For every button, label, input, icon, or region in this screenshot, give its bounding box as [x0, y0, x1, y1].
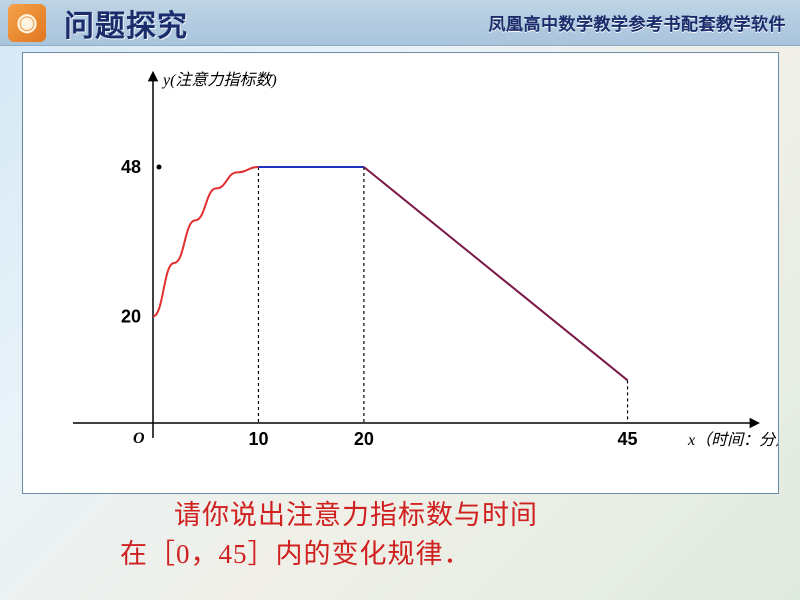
x-axis-label: x（时间：分）	[687, 431, 778, 449]
series-decline	[364, 167, 628, 380]
series-rising-curve	[153, 167, 258, 316]
y-tick-label: 20	[121, 306, 141, 326]
logo-icon: ◉	[8, 4, 46, 42]
header-bar: ◉ 问题探究 凤凰高中数学教学参考书配套教学软件	[0, 0, 800, 46]
question-text: 请你说出注意力指标数与时间 在［0，45］内的变化规律．	[120, 496, 740, 574]
question-line2: 在［0，45］内的变化规律．	[120, 539, 472, 569]
question-line1: 请你说出注意力指标数与时间	[174, 500, 538, 530]
chart-panel: y(注意力指标数) x（时间：分） O 10 20 45 20 48	[22, 52, 779, 494]
origin-label: O	[133, 430, 145, 447]
x-tick-label: 10	[248, 429, 268, 449]
x-tick-label: 45	[618, 429, 638, 449]
y-axis-label: y(注意力指标数)	[161, 71, 277, 89]
page-subtitle: 凤凰高中数学教学参考书配套教学软件	[489, 10, 787, 35]
x-tick-label: 20	[354, 429, 374, 449]
tick-marker	[157, 165, 162, 170]
page-title: 问题探究	[64, 1, 188, 45]
attention-chart: y(注意力指标数) x（时间：分） O 10 20 45 20 48	[23, 53, 778, 493]
y-tick-label: 48	[121, 157, 141, 177]
